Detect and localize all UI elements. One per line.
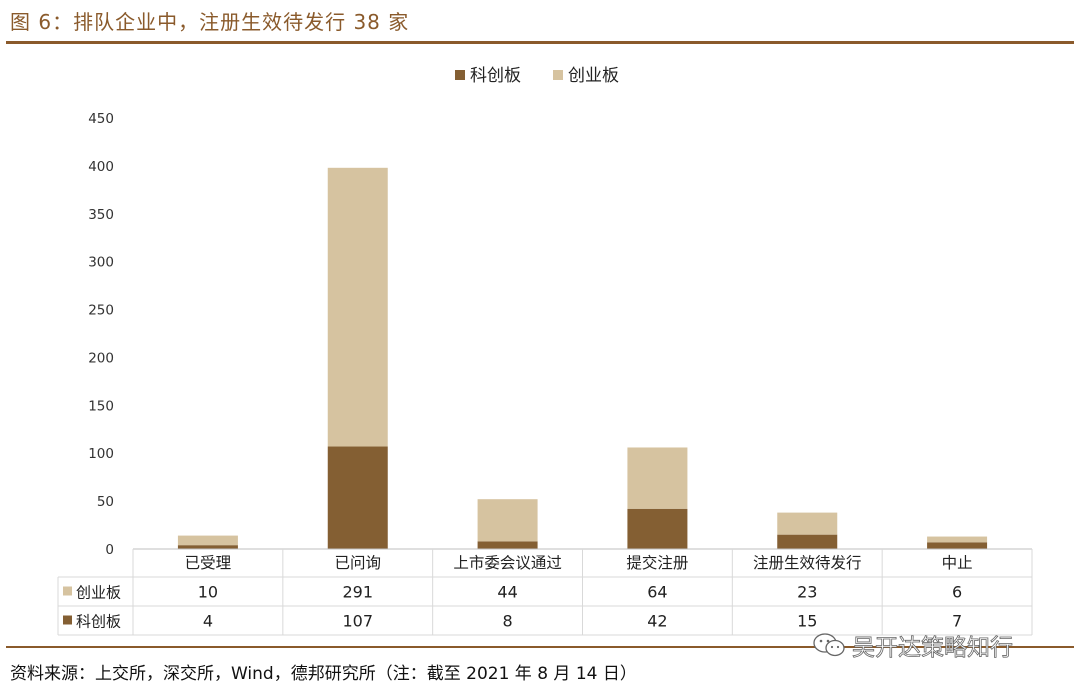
watermark: 吴开达策略知行 <box>812 628 1013 662</box>
y-tick-label: 200 <box>88 350 114 366</box>
y-tick-label: 300 <box>88 255 114 271</box>
bar-segment <box>627 447 688 509</box>
bar-segment <box>327 446 388 549</box>
y-tick-label: 450 <box>88 111 114 127</box>
bar-segment <box>177 535 238 546</box>
category-label: 上市委会议通过 <box>453 554 562 572</box>
y-tick-label: 0 <box>105 542 114 558</box>
watermark-text: 吴开达策略知行 <box>852 635 1014 662</box>
stacked-bar-chart: 科创板 创业板050100150200250300350400450已受理 已问询上… <box>57 66 1033 636</box>
table-value: 4 <box>203 612 213 631</box>
bar-segment <box>927 536 988 543</box>
table-value: 107 <box>342 612 373 631</box>
y-tick-label: 100 <box>88 446 114 462</box>
category-label: 已受理 <box>185 554 232 572</box>
figure-title: 图 6：排队企业中，注册生效待发行 38 家 <box>10 10 410 34</box>
y-tick-label: 250 <box>88 303 114 319</box>
bar-segment <box>177 545 238 549</box>
bar-segment <box>777 512 838 535</box>
y-tick-label: 150 <box>88 398 114 414</box>
table-value: 8 <box>502 612 512 631</box>
legend-swatch <box>455 70 465 80</box>
table-value: 23 <box>797 583 817 602</box>
bar-segment <box>477 541 538 549</box>
table-value: 42 <box>647 612 667 631</box>
title-divider <box>6 41 1074 44</box>
y-tick-label: 50 <box>97 494 114 510</box>
table-legend-swatch <box>63 615 72 625</box>
legend-swatch <box>553 70 563 80</box>
table-value: 15 <box>797 612 817 631</box>
table-legend-swatch <box>63 586 72 596</box>
bar-segment <box>327 167 388 447</box>
footer-divider <box>6 646 1074 648</box>
category-label: 已问询 <box>334 554 381 572</box>
bar-segment <box>627 508 688 549</box>
table-series-label: 创业板 <box>76 584 121 602</box>
category-label: 提交注册 <box>626 554 688 572</box>
bar-segment <box>777 534 838 549</box>
legend-label: 科创板 <box>470 66 521 86</box>
table-value: 64 <box>647 583 667 602</box>
bar-segment <box>477 499 538 542</box>
legend-label: 创业板 <box>568 66 619 86</box>
category-label: 注册生效待发行 <box>753 554 862 572</box>
table-value: 291 <box>342 583 373 602</box>
source-note: 资料来源：上交所，深交所，Wind，德邦研究所（注：截至 2021 年 8 月 … <box>10 664 637 684</box>
table-value: 10 <box>198 583 218 602</box>
y-tick-label: 400 <box>88 159 114 175</box>
table-value: 7 <box>952 612 962 631</box>
category-label: 中止 <box>942 554 973 572</box>
bar-segment <box>927 542 988 549</box>
table-series-label: 科创板 <box>76 613 121 631</box>
wechat-icon <box>813 633 845 657</box>
table-value: 44 <box>497 583 517 602</box>
y-tick-label: 350 <box>88 207 114 223</box>
table-value: 6 <box>952 583 962 602</box>
